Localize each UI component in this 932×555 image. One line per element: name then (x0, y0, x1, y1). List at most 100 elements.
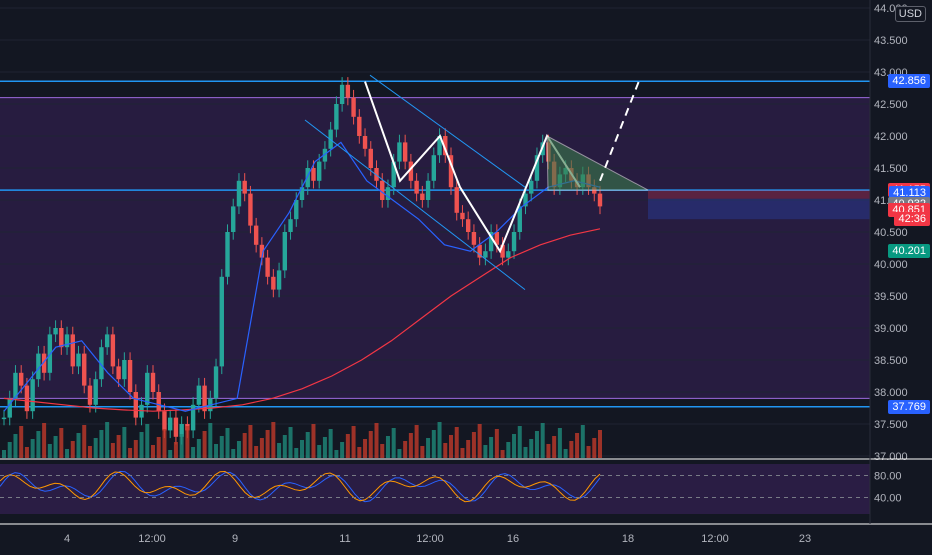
price-tick-label: 39.500 (874, 291, 908, 303)
volume-bar (380, 444, 385, 458)
candle (374, 168, 379, 181)
volume-bar (489, 437, 494, 458)
candle (87, 385, 93, 405)
volume-bar (179, 434, 184, 458)
oscillator-line (0, 470, 601, 503)
time-tick-label: 11 (339, 533, 350, 545)
candle (368, 148, 373, 168)
volume-bar (248, 425, 253, 458)
candle (282, 232, 288, 271)
volume-bar (363, 439, 368, 458)
price-tick-label: 38.000 (874, 387, 908, 399)
candle (213, 366, 219, 399)
currency-label[interactable]: USD (894, 6, 926, 22)
purple-zone (0, 97, 870, 399)
candle (408, 161, 414, 181)
candle (122, 360, 127, 380)
volume-bar (592, 438, 597, 458)
volume-bar (87, 446, 92, 458)
volume-bar (24, 447, 29, 458)
candle (299, 187, 305, 200)
candle (253, 225, 259, 245)
candle (402, 142, 408, 162)
candle (167, 417, 173, 431)
candle (47, 334, 53, 373)
volume-bar (139, 432, 144, 458)
volume-bar (426, 438, 431, 458)
candle (397, 142, 402, 162)
time-tick-label: 18 (622, 533, 634, 545)
position-risk-box (648, 190, 870, 199)
volume-bar (116, 435, 121, 458)
candle (225, 232, 230, 277)
candle (425, 180, 431, 200)
volume-bar (500, 450, 505, 458)
volume-bar (128, 448, 133, 458)
candle (219, 276, 224, 367)
volume-bar (580, 425, 585, 458)
volume-bar (517, 426, 522, 458)
volume-bar (345, 434, 350, 458)
candle (391, 161, 396, 188)
volume-bar (328, 429, 333, 458)
candle (454, 187, 459, 213)
candle (523, 193, 528, 207)
volume-bar (598, 430, 602, 458)
volume-bar (214, 444, 219, 458)
candle (162, 411, 167, 431)
candle (529, 180, 534, 194)
moving-average-line (3, 228, 601, 412)
volume-bar (53, 436, 58, 458)
price-tag: 42.856 (888, 74, 930, 89)
time-tick-label: 12:00 (701, 533, 729, 545)
position-target-box (648, 198, 870, 220)
volume-bar (70, 441, 75, 458)
channel-line (369, 74, 526, 188)
volume-bar (368, 431, 373, 458)
volume-bar (7, 442, 12, 458)
volume-bar (2, 450, 6, 458)
volume-bar (231, 449, 236, 458)
oscillator-tick-label: 40.00 (874, 493, 902, 505)
candle (110, 334, 116, 367)
candle (437, 136, 442, 156)
candle (236, 180, 242, 207)
volume-bar (357, 447, 362, 458)
candle (156, 392, 161, 412)
time-tick-label: 12:00 (416, 533, 444, 545)
volume-bar (563, 449, 568, 458)
volume-bar (523, 447, 528, 458)
volume-bar (334, 450, 339, 458)
volume-bar (219, 436, 224, 458)
price-tick-label: 38.500 (874, 355, 908, 367)
candle (173, 417, 179, 437)
candle (248, 193, 253, 226)
candle (30, 379, 35, 412)
volume-bar (586, 446, 591, 458)
volume-bar (414, 425, 419, 458)
candle (145, 372, 150, 405)
volume-bar (173, 442, 178, 458)
volume-bar (208, 423, 213, 458)
candle (471, 232, 477, 245)
volume-bar (471, 432, 476, 458)
price-tag: 42:36 (894, 212, 930, 227)
volume-bar (133, 440, 138, 458)
candle (7, 398, 12, 418)
volume-bar (82, 425, 87, 458)
time-tick-label: 16 (507, 533, 519, 545)
volume-bar (391, 428, 396, 458)
volume-bar (162, 429, 167, 458)
volume-bar (408, 433, 413, 458)
volume-bar (254, 446, 259, 458)
triangle-pattern (546, 135, 649, 191)
price-tick-label: 42.000 (874, 131, 908, 143)
volume-bar (105, 422, 110, 458)
volume-bar (420, 446, 425, 458)
volume-bar (449, 435, 453, 458)
volume-bar (185, 426, 190, 458)
volume-bar (305, 432, 310, 458)
volume-bar (99, 430, 104, 458)
